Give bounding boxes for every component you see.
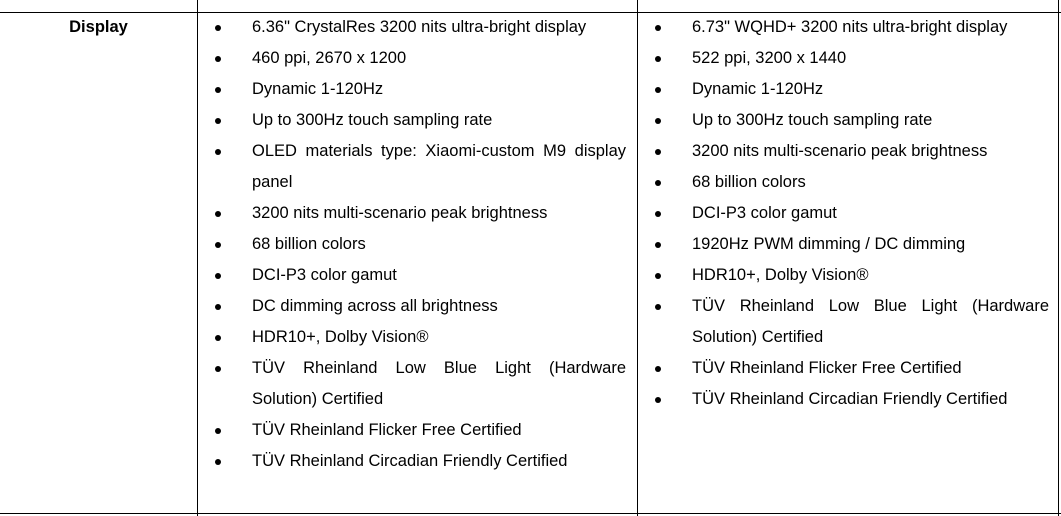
spec-item: Up to 300Hz touch sampling rate (215, 105, 626, 136)
column-border (1058, 0, 1059, 516)
spec-list: 6.73" WQHD+ 3200 nits ultra-bright displ… (655, 12, 1049, 415)
spec-item: 460 ppi, 2670 x 1200 (215, 43, 626, 74)
row-border (0, 513, 1061, 514)
spec-item: TÜV Rheinland Flicker Free Certified (655, 353, 1049, 384)
column-border (637, 0, 638, 516)
spec-item: TÜV Rheinland Low Blue Light (Hardware S… (655, 291, 1049, 353)
row-label: Display (69, 18, 128, 36)
row-border (0, 12, 1061, 13)
spec-item: Up to 300Hz touch sampling rate (655, 105, 1049, 136)
spec-item: Dynamic 1-120Hz (215, 74, 626, 105)
spec-item: TÜV Rheinland Flicker Free Certified (215, 415, 626, 446)
spec-item: 1920Hz PWM dimming / DC dimming (655, 229, 1049, 260)
spec-item: 3200 nits multi-scenario peak brightness (655, 136, 1049, 167)
spec-item: 522 ppi, 3200 x 1440 (655, 43, 1049, 74)
spec-item: TÜV Rheinland Low Blue Light (Hardware S… (215, 353, 626, 415)
spec-item: 6.73" WQHD+ 3200 nits ultra-bright displ… (655, 12, 1049, 43)
spec-item: TÜV Rheinland Circadian Friendly Certifi… (655, 384, 1049, 415)
spec-item: DCI-P3 color gamut (655, 198, 1049, 229)
spec-item: TÜV Rheinland Circadian Friendly Certifi… (215, 446, 626, 477)
spec-list: 6.36" CrystalRes 3200 nits ultra-bright … (215, 12, 626, 477)
spec-item: DC dimming across all brightness (215, 291, 626, 322)
column-border (197, 0, 198, 516)
spec-item: 6.36" CrystalRes 3200 nits ultra-bright … (215, 12, 626, 43)
spec-item: 68 billion colors (655, 167, 1049, 198)
spec-item: DCI-P3 color gamut (215, 260, 626, 291)
spec-item: Dynamic 1-120Hz (655, 74, 1049, 105)
spec-item: HDR10+, Dolby Vision® (215, 322, 626, 353)
spec-item: 68 billion colors (215, 229, 626, 260)
partial-text: Portrait mode (692, 0, 791, 9)
spec-item: 3200 nits multi-scenario peak brightness (215, 198, 626, 229)
spec-item: HDR10+, Dolby Vision® (655, 260, 1049, 291)
spec-item: OLED materials type: Xiaomi-custom M9 di… (215, 136, 626, 198)
